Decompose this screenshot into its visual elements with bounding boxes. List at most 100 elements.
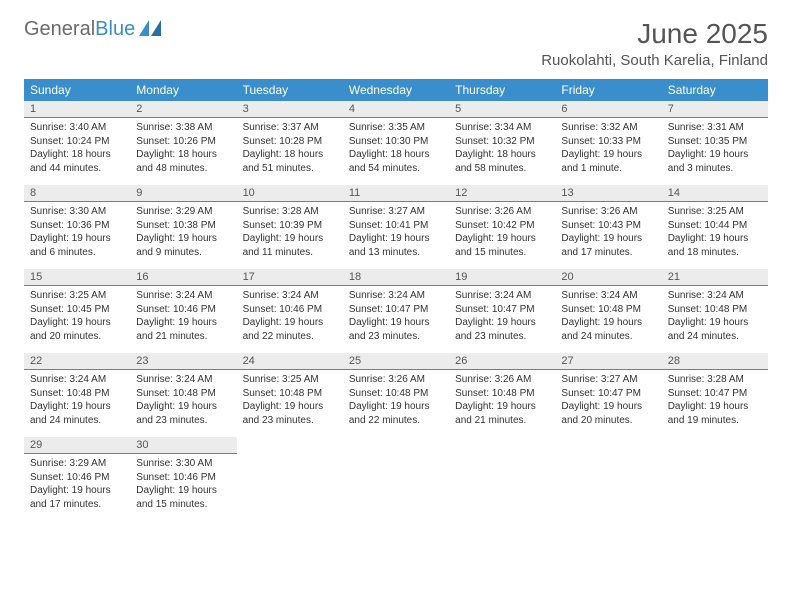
day-content-cell: Sunrise: 3:25 AMSunset: 10:48 PMDaylight… [237, 370, 343, 437]
sunset-text: Sunset: 10:28 PM [243, 135, 337, 149]
sunset-text: Sunset: 10:46 PM [243, 303, 337, 317]
sunrise-text: Sunrise: 3:25 AM [30, 289, 124, 303]
sunset-text: Sunset: 10:46 PM [136, 303, 230, 317]
day-content-cell: Sunrise: 3:25 AMSunset: 10:44 PMDaylight… [662, 202, 768, 269]
day-content-cell: Sunrise: 3:26 AMSunset: 10:43 PMDaylight… [555, 202, 661, 269]
day-number-cell: 11 [343, 185, 449, 202]
daylight-text: Daylight: 19 hours and 13 minutes. [349, 232, 443, 259]
day-number: 2 [136, 103, 142, 115]
day-number: 14 [668, 187, 680, 199]
day-content-cell: Sunrise: 3:24 AMSunset: 10:48 PMDaylight… [555, 286, 661, 353]
day-number-cell [343, 437, 449, 454]
day-number: 18 [349, 271, 361, 283]
day-number-cell: 26 [449, 353, 555, 370]
sunset-text: Sunset: 10:45 PM [30, 303, 124, 317]
week-content-row: Sunrise: 3:24 AMSunset: 10:48 PMDaylight… [24, 370, 768, 437]
day-number: 8 [30, 187, 36, 199]
day-content-cell: Sunrise: 3:29 AMSunset: 10:46 PMDaylight… [24, 454, 130, 521]
weekday-thursday: Thursday [449, 79, 555, 101]
daylight-text: Daylight: 18 hours and 48 minutes. [136, 148, 230, 175]
sunrise-text: Sunrise: 3:30 AM [136, 457, 230, 471]
daylight-text: Daylight: 19 hours and 23 minutes. [349, 316, 443, 343]
day-number-cell [449, 437, 555, 454]
daylight-text: Daylight: 19 hours and 9 minutes. [136, 232, 230, 259]
sunrise-text: Sunrise: 3:25 AM [243, 373, 337, 387]
week-content-row: Sunrise: 3:40 AMSunset: 10:24 PMDaylight… [24, 118, 768, 185]
day-number-cell: 22 [24, 353, 130, 370]
sunset-text: Sunset: 10:48 PM [136, 387, 230, 401]
sunrise-text: Sunrise: 3:32 AM [561, 121, 655, 135]
daylight-text: Daylight: 19 hours and 24 minutes. [668, 316, 762, 343]
sunset-text: Sunset: 10:42 PM [455, 219, 549, 233]
daylight-text: Daylight: 19 hours and 17 minutes. [561, 232, 655, 259]
sunrise-text: Sunrise: 3:30 AM [30, 205, 124, 219]
daylight-text: Daylight: 19 hours and 23 minutes. [136, 400, 230, 427]
day-content-cell: Sunrise: 3:31 AMSunset: 10:35 PMDaylight… [662, 118, 768, 185]
week-daynum-row: 2930 [24, 437, 768, 454]
sunrise-text: Sunrise: 3:24 AM [455, 289, 549, 303]
day-content-cell: Sunrise: 3:35 AMSunset: 10:30 PMDaylight… [343, 118, 449, 185]
day-number: 16 [136, 271, 148, 283]
sunset-text: Sunset: 10:47 PM [455, 303, 549, 317]
day-number-cell: 3 [237, 101, 343, 118]
sunset-text: Sunset: 10:30 PM [349, 135, 443, 149]
sunset-text: Sunset: 10:38 PM [136, 219, 230, 233]
week-daynum-row: 891011121314 [24, 185, 768, 202]
day-content-cell: Sunrise: 3:24 AMSunset: 10:47 PMDaylight… [449, 286, 555, 353]
sunrise-text: Sunrise: 3:25 AM [668, 205, 762, 219]
day-number-cell: 8 [24, 185, 130, 202]
day-number: 17 [243, 271, 255, 283]
week-content-row: Sunrise: 3:30 AMSunset: 10:36 PMDaylight… [24, 202, 768, 269]
day-number: 11 [349, 187, 360, 199]
day-number: 5 [455, 103, 461, 115]
day-content-cell: Sunrise: 3:29 AMSunset: 10:38 PMDaylight… [130, 202, 236, 269]
day-number: 9 [136, 187, 142, 199]
sunrise-text: Sunrise: 3:29 AM [30, 457, 124, 471]
week-content-row: Sunrise: 3:29 AMSunset: 10:46 PMDaylight… [24, 454, 768, 521]
weekday-saturday: Saturday [662, 79, 768, 101]
day-number: 23 [136, 355, 148, 367]
day-content-cell: Sunrise: 3:26 AMSunset: 10:48 PMDaylight… [449, 370, 555, 437]
weekday-header: Sunday Monday Tuesday Wednesday Thursday… [24, 79, 768, 101]
week-daynum-row: 1234567 [24, 101, 768, 118]
sunset-text: Sunset: 10:48 PM [30, 387, 124, 401]
daylight-text: Daylight: 19 hours and 21 minutes. [136, 316, 230, 343]
day-number-cell: 20 [555, 269, 661, 286]
day-number: 25 [349, 355, 361, 367]
day-number: 20 [561, 271, 573, 283]
day-number-cell: 2 [130, 101, 236, 118]
sunset-text: Sunset: 10:47 PM [561, 387, 655, 401]
day-number-cell: 4 [343, 101, 449, 118]
daylight-text: Daylight: 18 hours and 54 minutes. [349, 148, 443, 175]
week-content-row: Sunrise: 3:25 AMSunset: 10:45 PM Daylight… [24, 286, 768, 353]
sunrise-text: Sunrise: 3:40 AM [30, 121, 124, 135]
day-number-cell: 25 [343, 353, 449, 370]
location: Ruokolahti, South Karelia, Finland [541, 52, 768, 69]
day-content-cell: Sunrise: 3:27 AMSunset: 10:47 PMDaylight… [555, 370, 661, 437]
weekday-friday: Friday [555, 79, 661, 101]
day-content-cell: Sunrise: 3:38 AMSunset: 10:26 PMDaylight… [130, 118, 236, 185]
day-number-cell: 6 [555, 101, 661, 118]
day-number-cell [237, 437, 343, 454]
day-number: 27 [561, 355, 573, 367]
sunset-text: Sunset: 10:39 PM [243, 219, 337, 233]
daylight-text: Daylight: 19 hours and 19 minutes. [668, 400, 762, 427]
sunrise-text: Sunrise: 3:29 AM [136, 205, 230, 219]
day-content-cell: Sunrise: 3:37 AMSunset: 10:28 PMDaylight… [237, 118, 343, 185]
brand-part1: General [24, 19, 95, 39]
day-number-cell: 9 [130, 185, 236, 202]
day-number: 7 [668, 103, 674, 115]
sunset-text: Sunset: 10:43 PM [561, 219, 655, 233]
sunrise-text: Sunrise: 3:28 AM [668, 373, 762, 387]
sunset-text: Sunset: 10:48 PM [243, 387, 337, 401]
day-number: 26 [455, 355, 467, 367]
weekday-monday: Monday [130, 79, 236, 101]
day-number-cell: 24 [237, 353, 343, 370]
daylight-text: Daylight: 19 hours and 22 minutes. [243, 316, 337, 343]
day-content-cell: Sunrise: 3:24 AMSunset: 10:47 PMDaylight… [343, 286, 449, 353]
day-content-cell: Sunrise: 3:26 AMSunset: 10:42 PMDaylight… [449, 202, 555, 269]
sunset-text: Sunset: 10:48 PM [455, 387, 549, 401]
sunset-text: Sunset: 10:33 PM [561, 135, 655, 149]
sunset-text: Sunset: 10:48 PM [668, 303, 762, 317]
sunrise-text: Sunrise: 3:26 AM [349, 373, 443, 387]
